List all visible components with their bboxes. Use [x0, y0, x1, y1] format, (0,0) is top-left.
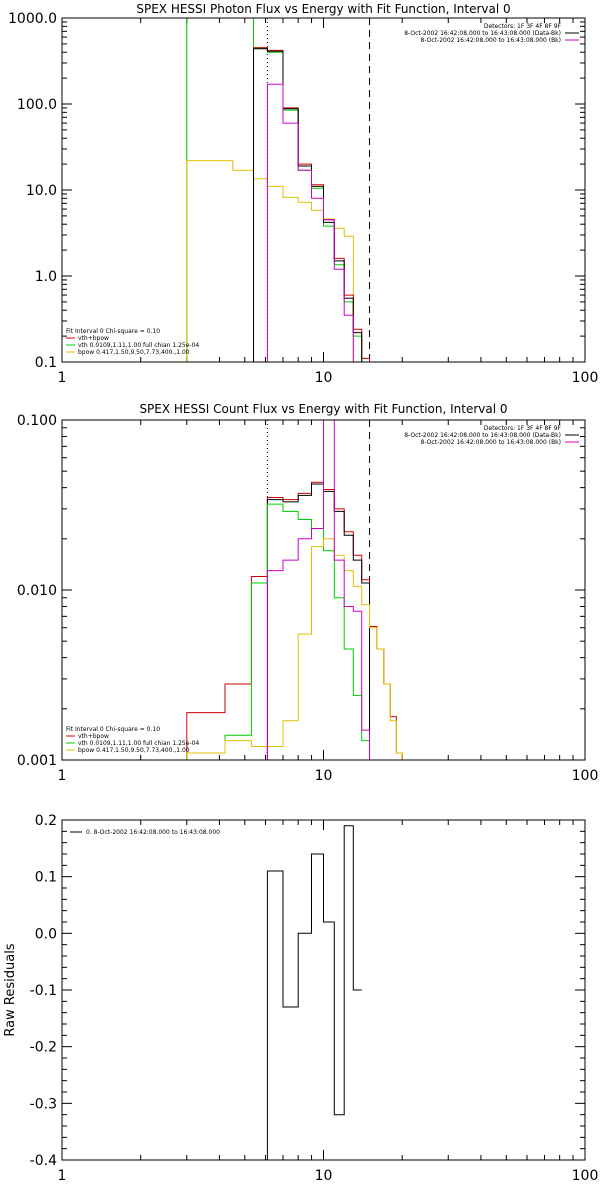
- legend-text: Fit Interval 0 Chi-square = 0.10: [66, 726, 160, 733]
- x-tick-label: 10: [315, 1168, 333, 1184]
- legend-text: Detectors: 1F 3F 4F 8F 9F: [484, 425, 562, 432]
- legend-text: bpow 0.417,1.50,9.50,7.73,400.,1.00: [78, 349, 190, 356]
- x-tick-label: 10: [315, 768, 333, 784]
- series-bpow-histogram: [186, 160, 354, 362]
- series-group: [186, 420, 403, 760]
- chart-photon: SPEX HESSI Photon Flux vs Energy with Fi…: [8, 2, 599, 386]
- x-tick-label: 100: [572, 370, 599, 386]
- plot-frame: [61, 819, 586, 1161]
- y-tick-label: -0.2: [30, 1040, 57, 1056]
- series-data-histogram: [266, 420, 370, 760]
- x-tick-label: 1: [58, 768, 67, 784]
- legend-text: 8-Oct-2002 16:42:08.000 to 16:43:08.000 …: [421, 37, 562, 44]
- series-bkg-histogram: [266, 483, 370, 760]
- x-tick-label: 1: [58, 1168, 67, 1184]
- series-group: [266, 825, 362, 1160]
- legend-text: 8-Oct-2002 16:42:08.000 to 16:43:08.000 …: [404, 432, 561, 439]
- y-tick-label: 0.100: [17, 413, 57, 429]
- legend-text: 0. 8-Oct-2002 16:42:08.000 to 16:43:08.0…: [86, 829, 220, 836]
- legend-text: Detectors: 1F 3F 4F 8F 9F: [484, 23, 562, 30]
- x-tick-label: 10: [315, 370, 333, 386]
- legend-text: vth 0.0109,1.11,1.00 full chian 1.25e-04: [78, 740, 199, 747]
- plot-frame: [61, 419, 586, 761]
- chart-title: SPEX HESSI Photon Flux vs Energy with Fi…: [136, 2, 510, 16]
- y-tick-label: 10.0: [26, 183, 57, 199]
- y-tick-label: 1000.0: [8, 11, 57, 27]
- series-group: [186, 18, 370, 362]
- y-axis-label: Raw Residuals: [3, 943, 18, 1036]
- legend-text: 8-Oct-2002 16:42:08.000 to 16:43:08.000 …: [421, 439, 562, 446]
- x-tick-label: 100: [572, 768, 599, 784]
- y-tick-label: 0.1: [35, 355, 57, 371]
- y-tick-label: 0.2: [35, 813, 57, 829]
- legend-text: 8-Oct-2002 16:42:08.000 to 16:43:08.000 …: [404, 30, 561, 37]
- plot-frame: [61, 17, 586, 363]
- y-tick-label: 1.0: [35, 269, 57, 285]
- legend-text: vth+bpow: [78, 335, 109, 342]
- legend-text: Fit Interval 0 Chi-square = 0.10: [66, 328, 160, 335]
- chart-residuals: Raw Residuals 1 10 100 -0.4 -0.3 -0.2 -0.1 0.0 0.…: [3, 813, 598, 1184]
- legend-text: vth+bpow: [78, 733, 109, 740]
- y-tick-label: 0.010: [17, 583, 57, 599]
- chart-title: SPEX HESSI Count Flux vs Energy with Fit…: [139, 402, 507, 416]
- series-bkg-histogram: [266, 825, 362, 1160]
- y-tick-label: -0.4: [30, 1153, 57, 1169]
- series-vth-histogram: [186, 503, 370, 760]
- y-tick-label: -0.3: [30, 1096, 57, 1112]
- y-tick-label: 0.0: [35, 926, 57, 942]
- series-data-histogram: [266, 83, 354, 362]
- series-vth-histogram: [186, 18, 363, 362]
- chart-count: SPEX HESSI Count Flux vs Energy with Fit…: [17, 402, 598, 784]
- legend-text: vth 0.0109,1.11,1.00 full chian 1.25e-04: [78, 342, 199, 349]
- x-tick-label: 1: [58, 370, 67, 386]
- legend-text: bpow 0.417,1.50,9.50,7.73,400.,1.00: [78, 747, 190, 754]
- y-tick-label: 0.1: [35, 870, 57, 886]
- y-tick-label: -0.1: [30, 983, 57, 999]
- y-tick-label: 100.0: [17, 97, 57, 113]
- series-bpow-histogram: [186, 538, 403, 760]
- x-tick-label: 100: [572, 1168, 599, 1184]
- y-tick-label: 0.001: [17, 753, 57, 769]
